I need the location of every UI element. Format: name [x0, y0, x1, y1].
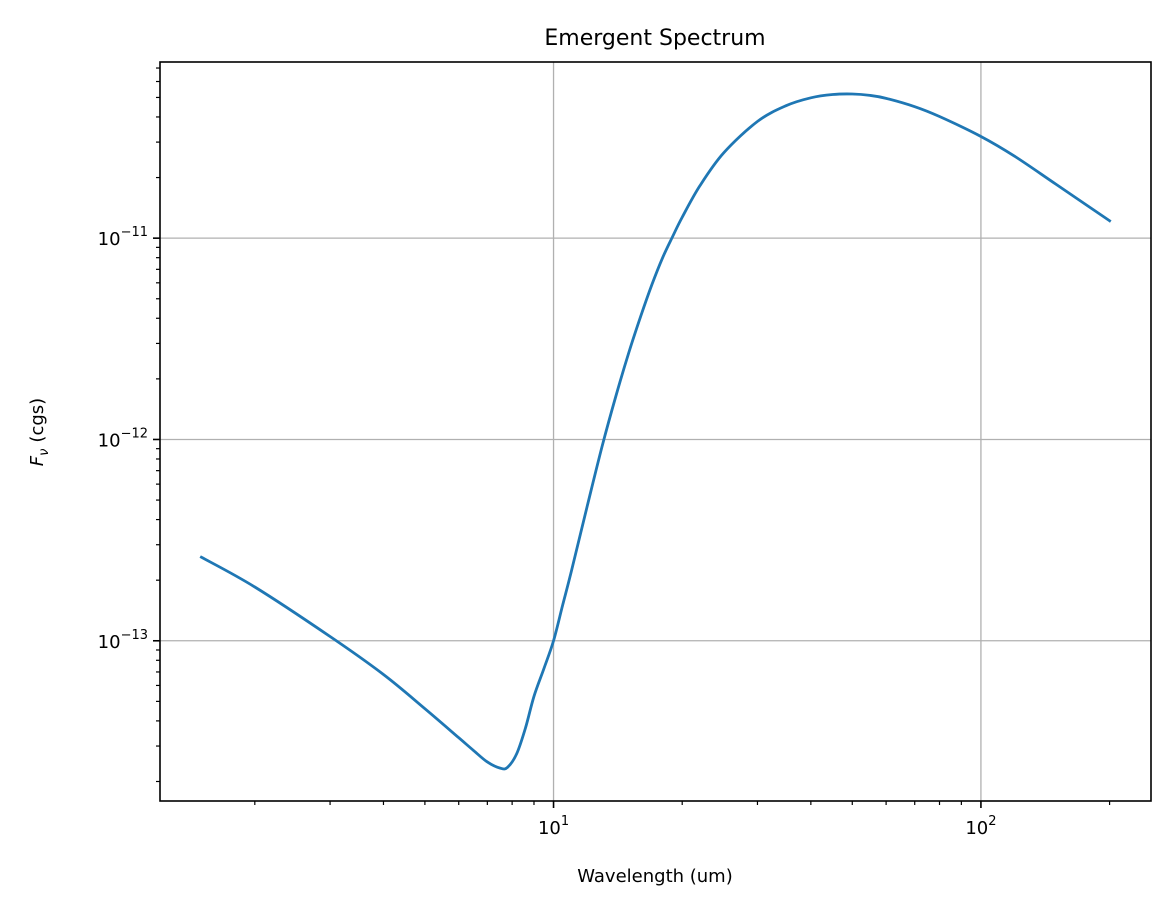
y-tick-label: 10−11: [98, 225, 148, 250]
y-tick-label-exponent: −13: [121, 628, 148, 643]
y-axis-label-unit: (cgs): [27, 398, 48, 443]
y-axis-label: Fν (cgs): [27, 398, 52, 466]
grid-lines: [160, 62, 1151, 801]
x-tick-label-base: 10: [965, 818, 988, 839]
y-tick-label: 10−13: [98, 628, 148, 653]
y-tick-label-base: 10: [98, 229, 121, 250]
y-tick-label-base: 10: [98, 632, 121, 653]
y-axis-label-symbol: F: [27, 455, 48, 466]
x-axis: 101 102: [254, 801, 1111, 839]
y-tick-label-base: 10: [98, 430, 121, 451]
y-tick-label: 10−12: [98, 426, 148, 451]
x-tick-label: 102: [965, 814, 996, 839]
x-axis-label: Wavelength (um): [577, 866, 733, 887]
x-tick-label: 101: [538, 814, 569, 839]
plot-frame: [159, 61, 1152, 802]
series-group: [199, 92, 1112, 771]
y-tick-label-exponent: −12: [121, 426, 148, 441]
y-tick-label-exponent: −11: [121, 225, 148, 240]
x-tick-label-base: 10: [538, 818, 561, 839]
chart-title: Emergent Spectrum: [544, 26, 765, 51]
series-line: [199, 92, 1112, 771]
x-tick-label-exponent: 2: [988, 814, 996, 829]
y-axis-label-subscript: ν: [37, 449, 52, 456]
x-tick-label-exponent: 1: [561, 814, 569, 829]
